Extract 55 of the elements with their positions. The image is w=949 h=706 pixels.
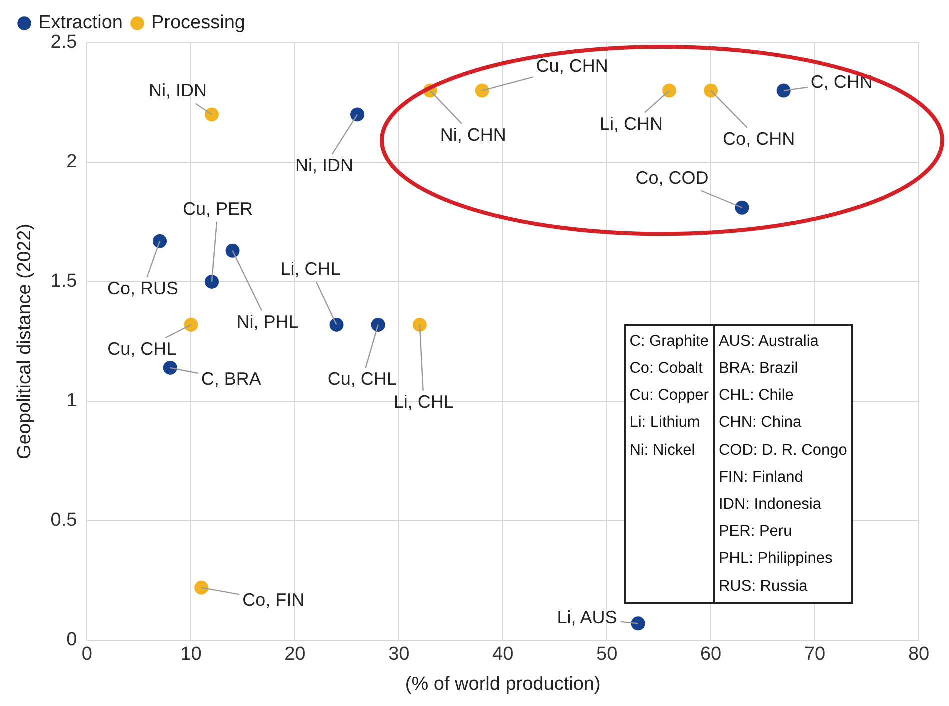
annotation: Cu, CHN — [536, 56, 608, 76]
annotation: Ni, PHL — [236, 312, 299, 332]
point — [735, 200, 750, 215]
point — [204, 108, 219, 122]
x-tick-label: 10 — [180, 644, 202, 666]
point — [194, 580, 209, 595]
point — [662, 84, 676, 98]
annotation: Cu, CHL — [108, 338, 177, 359]
point — [371, 318, 386, 332]
y-tick-label: 1.5 — [50, 271, 78, 292]
point — [776, 84, 791, 98]
text: AUS: Australia BRA: Brazil CHL: Chile CHN: China COD: D. R. Congo FIN: Finland IDN: Indonesia PER: Peru PHL: Philippines RUS: Russia — [718, 332, 848, 595]
x-axis-title: (% of world production) — [405, 674, 601, 695]
point — [350, 108, 365, 122]
annotation: Cu, PER — [182, 198, 253, 219]
x-tick-label: 40 — [492, 644, 514, 666]
point — [412, 318, 427, 332]
x-tick-label: 60 — [700, 644, 722, 666]
x-tick-label: 80 — [908, 644, 930, 666]
annotation: Co, CHN — [723, 128, 796, 149]
point — [631, 616, 646, 631]
annotation: Co, RUS — [107, 278, 178, 298]
legend-label: Processing — [151, 12, 246, 34]
annotation: Ni, CHN — [440, 124, 506, 145]
point — [330, 318, 344, 332]
legend-label: Extraction — [38, 12, 123, 34]
annotation: C, BRA — [201, 368, 262, 389]
annotation: Li, CHL — [280, 258, 341, 279]
point — [204, 274, 219, 289]
annotation: Co, FIN — [242, 590, 305, 610]
y-tick-label: 0.5 — [50, 510, 78, 532]
annotation: Ni, IDN — [296, 156, 354, 176]
x-tick-label: 20 — [284, 644, 306, 666]
point — [704, 84, 718, 98]
point — [226, 244, 240, 258]
annotation: C: Graphite Co: Cobalt Cu: Copper Li: Lithium Ni: Nickel — [628, 332, 710, 461]
point — [184, 318, 198, 332]
x-tick-label: 0 — [82, 644, 92, 666]
y-tick-label: 2 — [66, 152, 78, 173]
y-axis-title: Geopolitical distance (2022) — [14, 224, 36, 460]
point — [475, 84, 490, 98]
y-tick-label: 0 — [66, 630, 78, 651]
y-tick-label: 2.5 — [50, 32, 78, 54]
annotation: Cu, CHL — [328, 368, 397, 389]
x-tick-label: 50 — [596, 644, 618, 666]
annotation: Li, CHL — [394, 392, 454, 412]
x-tick-label: 30 — [388, 644, 410, 666]
x-tick-label: 70 — [804, 644, 826, 666]
annotation: Li, CHN — [600, 114, 663, 134]
annotation: Li, AUS — [557, 608, 618, 628]
annotation: Co, COD — [636, 168, 709, 188]
point — [163, 360, 178, 375]
y-tick-label: 1 — [66, 390, 78, 412]
point — [152, 234, 167, 248]
annotation: Ni, IDN — [148, 80, 207, 101]
